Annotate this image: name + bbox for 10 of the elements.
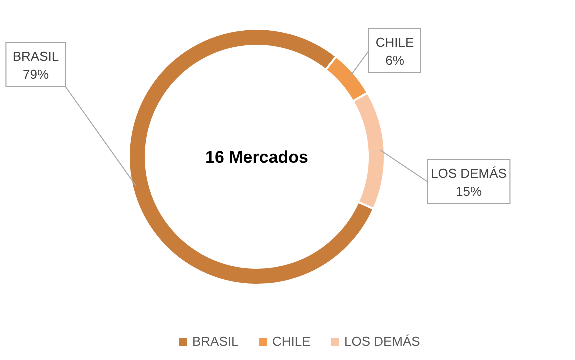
slice-label: BRASIL [12, 49, 60, 64]
slice-label: CHILE [376, 35, 414, 50]
legend-label: CHILE [272, 334, 312, 349]
legend-label: LOS DEMÁS [344, 334, 421, 349]
data-label: 6% [386, 53, 405, 68]
text: 16 Mercados [206, 148, 308, 167]
data-label: 79% [22, 67, 50, 82]
slice-label: LOS DEMÁS [431, 166, 508, 181]
data-label: 15% [456, 184, 482, 199]
legend-label: BRASIL [192, 334, 239, 349]
